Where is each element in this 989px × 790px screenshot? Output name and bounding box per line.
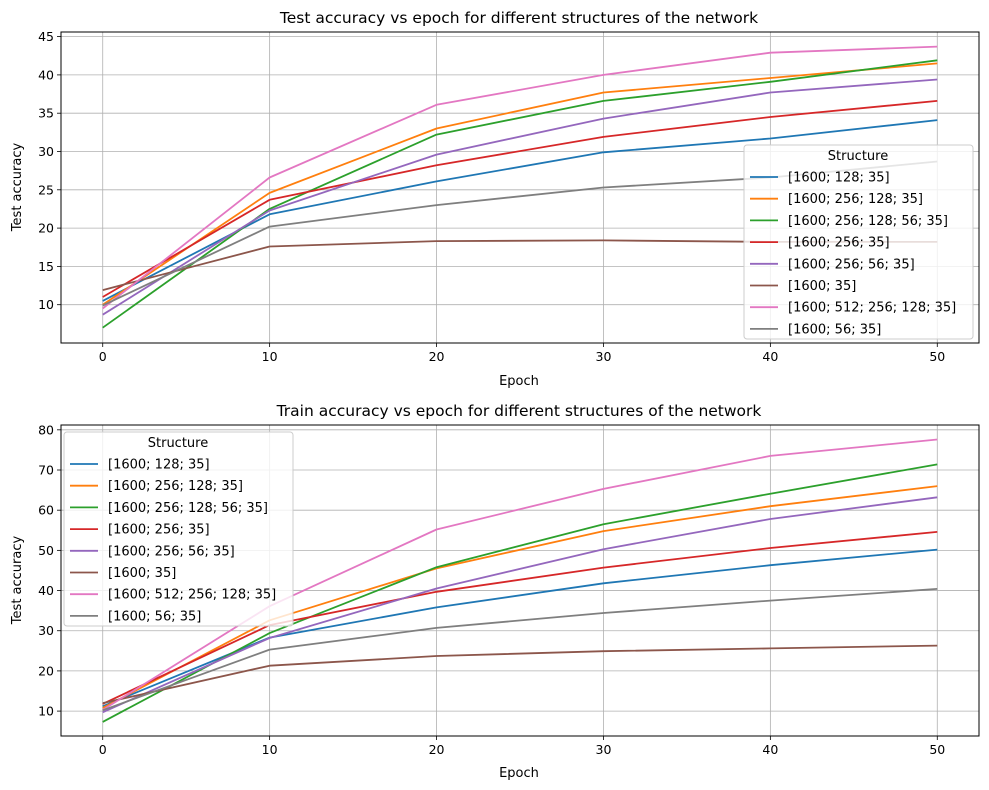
legend-label: [1600; 256; 128; 56; 35] (108, 501, 268, 516)
y-tick-label: 40 (38, 583, 54, 598)
series-line (102, 485, 938, 709)
legend-label: [1600; 256; 35] (108, 523, 210, 538)
y-axis-label: Test accuracy (10, 536, 25, 626)
x-tick-label: 0 (99, 742, 107, 757)
test-accuracy-chart: Test accuracy vs epoch for different str… (10, 9, 980, 389)
series-line (102, 78, 938, 316)
x-tick-label: 20 (429, 742, 445, 757)
legend-label: [1600; 256; 35] (788, 236, 890, 251)
series-line (102, 548, 938, 708)
legend-title: Structure (828, 149, 888, 164)
x-tick-label: 30 (596, 742, 612, 757)
x-tick-label: 0 (99, 349, 107, 364)
train-accuracy-chart: Train accuracy vs epoch for different st… (10, 402, 980, 781)
x-axis-label: Epoch (499, 374, 539, 389)
series-line (102, 588, 938, 712)
y-tick-label: 35 (38, 106, 54, 121)
y-tick-label: 15 (38, 259, 54, 274)
plot-frame (60, 31, 980, 344)
series-line (102, 463, 938, 723)
series-line (102, 644, 938, 704)
x-tick-label: 40 (762, 742, 778, 757)
y-tick-label: 45 (38, 29, 54, 44)
legend-label: [1600; 256; 128; 56; 35] (788, 214, 948, 229)
series-line (102, 45, 938, 310)
legend-label: [1600; 35] (108, 566, 176, 581)
legend-label: [1600; 256; 128; 35] (788, 192, 923, 207)
y-tick-label: 30 (38, 144, 54, 159)
y-tick-label: 25 (38, 182, 54, 197)
x-tick-label: 50 (929, 349, 945, 364)
y-tick-label: 20 (38, 221, 54, 236)
legend-box (63, 431, 294, 627)
legend-label: [1600; 128; 35] (788, 171, 890, 186)
legend-label: [1600; 128; 35] (108, 458, 210, 473)
legend: Structure [1600; 128; 35] [1600; 256; 128… (743, 144, 974, 340)
x-tick-label: 10 (262, 349, 278, 364)
chart-title: Test accuracy vs epoch for different str… (279, 9, 758, 27)
legend-label: [1600; 256; 128; 35] (108, 479, 243, 494)
x-axis-label: Epoch (499, 766, 539, 781)
legend: Structure [1600; 128; 35] [1600; 256; 128… (63, 431, 294, 627)
legend-label: [1600; 512; 256; 128; 35] (788, 301, 956, 316)
x-tick-label: 30 (596, 349, 612, 364)
legend-label: [1600; 56; 35] (788, 322, 881, 337)
series-line (102, 496, 938, 714)
y-tick-label: 30 (38, 623, 54, 638)
y-tick-label: 50 (38, 543, 54, 558)
chart-title: Train accuracy vs epoch for different st… (276, 402, 762, 420)
x-tick-label: 10 (262, 742, 278, 757)
plot-frame (60, 424, 980, 737)
y-tick-label: 40 (38, 67, 54, 82)
y-tick-label: 10 (38, 704, 54, 719)
y-tick-label: 10 (38, 297, 54, 312)
legend-label: [1600; 256; 56; 35] (788, 257, 915, 272)
y-tick-label: 70 (38, 463, 54, 478)
y-axis-label: Test accuracy (10, 143, 25, 233)
y-tick-label: 60 (38, 503, 54, 518)
series-line (102, 531, 938, 705)
legend-label: [1600; 256; 56; 35] (108, 544, 235, 559)
x-tick-label: 40 (762, 349, 778, 364)
x-tick-label: 20 (429, 349, 445, 364)
x-tick-label: 50 (929, 742, 945, 757)
legend-label: [1600; 56; 35] (108, 609, 201, 624)
y-tick-label: 20 (38, 663, 54, 678)
legend-box (743, 144, 974, 340)
series-line (102, 62, 938, 306)
y-tick-label: 80 (38, 422, 54, 437)
legend-title: Structure (148, 436, 208, 451)
legend-label: [1600; 35] (788, 279, 856, 294)
legend-label: [1600; 512; 256; 128; 35] (108, 588, 276, 603)
series-line (102, 100, 938, 298)
